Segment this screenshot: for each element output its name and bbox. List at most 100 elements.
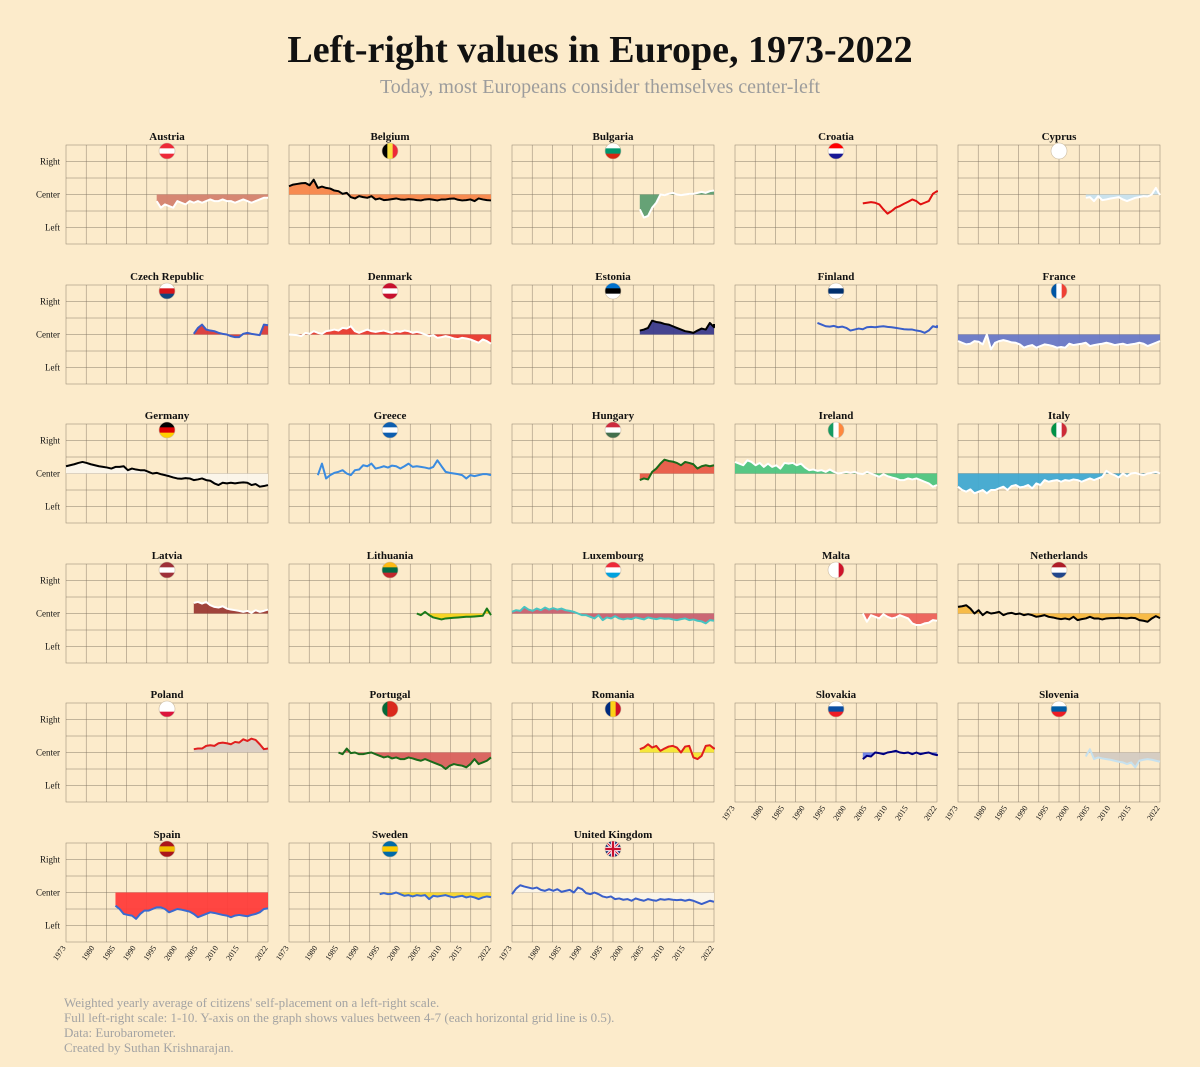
series-area	[289, 179, 491, 202]
flag-border	[604, 700, 622, 718]
country-panel: Bulgaria	[511, 131, 715, 245]
flag-border	[158, 421, 176, 439]
country-title: Austria	[149, 131, 185, 143]
x-tick-label: 1995	[365, 944, 382, 962]
series-line	[638, 189, 715, 219]
series-line	[416, 607, 492, 621]
series-area	[115, 892, 268, 919]
country-panel: Denmark	[288, 271, 492, 385]
x-tick-label: 2010	[650, 944, 667, 962]
country-panel: Croatia	[734, 131, 938, 245]
series-line	[288, 178, 492, 203]
x-tick-label: 2015	[893, 804, 910, 822]
series-line	[734, 459, 938, 488]
flag-icon	[159, 701, 175, 717]
country-panel: Czech Republic Right Center Left	[36, 271, 269, 385]
series-line	[192, 323, 269, 339]
series-area	[66, 461, 268, 487]
country-panel: Hungary	[511, 410, 715, 524]
x-tick-label: 1990	[344, 944, 361, 962]
series-area	[958, 334, 1160, 350]
flag-border	[827, 421, 845, 439]
flag-border	[827, 142, 845, 160]
x-tick-label: 1990	[121, 944, 138, 962]
x-tick-label: 1980	[526, 944, 543, 962]
x-tick-label: 1980	[749, 804, 766, 822]
y-tick-label: Left	[45, 921, 60, 931]
x-tick-label: 1995	[588, 944, 605, 962]
series-line	[1084, 748, 1161, 769]
flag-border	[158, 840, 176, 858]
footnote: Weighted yearly average of citizens' sel…	[64, 995, 964, 1055]
series-area	[193, 738, 268, 753]
country-panel: Greece	[288, 410, 492, 524]
footnote-line: Weighted yearly average of citizens' sel…	[64, 995, 440, 1010]
x-tick-label: 2022	[476, 944, 493, 962]
x-tick-label: 2000	[608, 944, 625, 962]
flag-border	[604, 561, 622, 579]
flag-border	[604, 840, 622, 858]
country-panel: Poland Right Center Left	[36, 689, 269, 803]
series-line	[511, 884, 715, 906]
flag-icon	[159, 143, 175, 159]
flag-icon	[605, 283, 621, 299]
flag-border	[381, 142, 399, 160]
series-line	[957, 604, 1161, 623]
series-line	[511, 605, 715, 625]
y-tick-label: Center	[36, 748, 60, 758]
x-tick-label: 1985	[547, 944, 564, 962]
series-line	[288, 325, 492, 345]
flag-border	[381, 840, 399, 858]
footnote-line: Data: Eurobarometer.	[64, 1025, 176, 1040]
chart-title: Left-right values in Europe, 1973-2022	[287, 29, 913, 71]
flag-icon	[1051, 701, 1067, 717]
series-line	[639, 743, 715, 761]
flag-border	[1050, 142, 1068, 160]
x-tick-label: 1980	[80, 944, 97, 962]
series-line	[316, 459, 492, 480]
series-line	[1085, 186, 1161, 203]
country-title: Poland	[150, 689, 183, 701]
y-tick-label: Left	[45, 502, 60, 512]
series-line	[193, 600, 269, 614]
y-tick-label: Right	[40, 436, 61, 446]
flag-icon	[382, 562, 398, 578]
country-title: Belgium	[370, 131, 409, 143]
x-tick-label: 2000	[162, 944, 179, 962]
series-line	[379, 891, 492, 901]
country-title: Sweden	[372, 829, 408, 841]
flag-icon	[382, 841, 398, 857]
y-tick-label: Left	[45, 363, 60, 373]
series-line	[155, 196, 268, 209]
y-tick-label: Left	[45, 642, 60, 652]
small-multiples-grid: Austria Right Center Left Belgium Bulgaria Cro…	[36, 131, 1162, 962]
footnote-line: Created by Suthan Krishnarajan.	[64, 1040, 234, 1055]
flag-icon	[1051, 422, 1067, 438]
country-title: Bulgaria	[593, 131, 634, 143]
x-tick-label: 2010	[204, 944, 221, 962]
country-title: Denmark	[368, 271, 413, 283]
flag-icon	[605, 143, 621, 159]
series-line	[957, 469, 1161, 495]
country-title: Croatia	[818, 131, 854, 143]
series-area	[639, 459, 714, 481]
country-title: Romania	[592, 689, 635, 701]
series-line	[193, 737, 269, 751]
x-tick-label: 2005	[629, 944, 646, 962]
x-tick-label: 1980	[972, 804, 989, 822]
flag-border	[1050, 561, 1068, 579]
x-tick-label: 2005	[852, 804, 869, 822]
flag-border	[827, 561, 845, 579]
flag-border	[381, 421, 399, 439]
country-panel: Latvia Right Center Left	[36, 550, 269, 664]
flag-icon	[382, 143, 398, 159]
x-tick-label: 2015	[447, 944, 464, 962]
country-panel: Italy	[957, 410, 1161, 524]
flag-border	[158, 282, 176, 300]
flag-border	[1050, 282, 1068, 300]
y-tick-label: Center	[36, 888, 60, 898]
y-tick-label: Left	[45, 781, 60, 791]
x-tick-label: 2015	[1116, 804, 1133, 822]
